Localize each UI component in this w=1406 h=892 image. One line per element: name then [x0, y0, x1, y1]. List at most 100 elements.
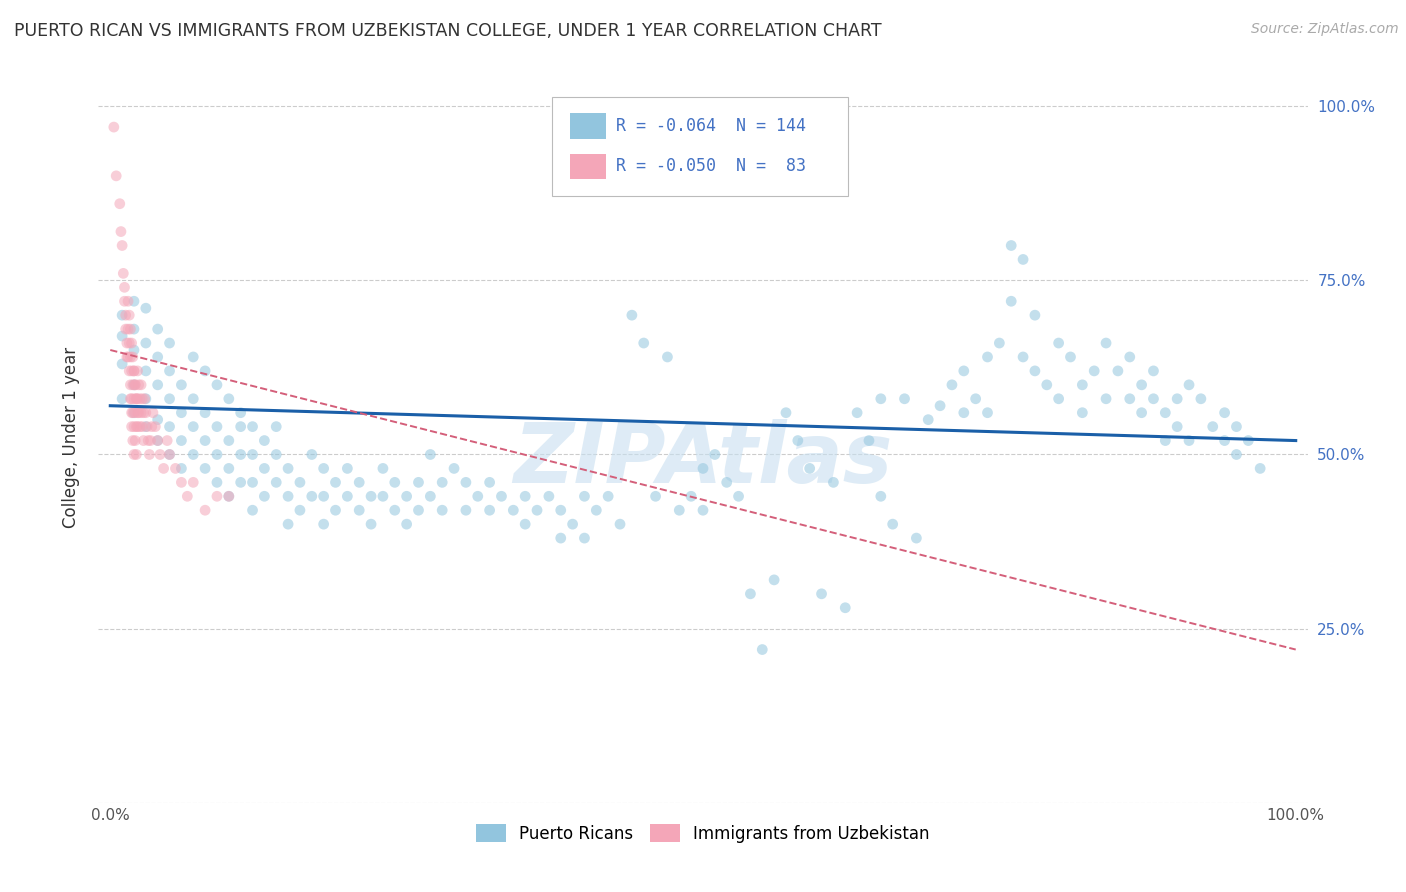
Point	[170, 461, 193, 475]
Point	[122, 448, 145, 462]
Point	[585, 503, 607, 517]
Point	[135, 301, 157, 316]
Point	[121, 406, 143, 420]
Point	[122, 406, 145, 420]
Point	[1166, 419, 1188, 434]
Point	[122, 322, 145, 336]
Point	[347, 503, 370, 517]
Point	[125, 392, 148, 406]
Point	[170, 434, 193, 448]
Point	[122, 419, 145, 434]
Point	[952, 364, 974, 378]
Point	[620, 308, 643, 322]
Point	[132, 406, 155, 420]
Point	[727, 489, 749, 503]
Point	[432, 475, 454, 490]
Point	[1249, 461, 1271, 475]
Point	[1166, 392, 1188, 406]
Point	[408, 475, 430, 490]
Point	[312, 489, 335, 503]
Y-axis label: College, Under 1 year: College, Under 1 year	[62, 346, 80, 528]
Point	[384, 503, 406, 517]
Point	[905, 531, 928, 545]
Point	[786, 434, 808, 448]
Point	[115, 350, 138, 364]
Point	[301, 448, 323, 462]
FancyBboxPatch shape	[551, 97, 848, 195]
Point	[692, 503, 714, 517]
Point	[218, 489, 240, 503]
Point	[121, 377, 143, 392]
Point	[1071, 406, 1094, 420]
Point	[395, 517, 418, 532]
Point	[763, 573, 786, 587]
Point	[644, 489, 666, 503]
Point	[159, 419, 181, 434]
Point	[120, 322, 142, 336]
Point	[478, 503, 501, 517]
Point	[347, 475, 370, 490]
Point	[408, 503, 430, 517]
Point	[371, 489, 394, 503]
Point	[574, 531, 596, 545]
Point	[799, 461, 821, 475]
Point	[952, 406, 974, 420]
Point	[941, 377, 963, 392]
Point	[108, 196, 131, 211]
Point	[135, 419, 157, 434]
Point	[122, 364, 145, 378]
Point	[277, 461, 299, 475]
Point	[117, 322, 139, 336]
Legend: Puerto Ricans, Immigrants from Uzbekistan: Puerto Ricans, Immigrants from Uzbekista…	[470, 818, 936, 849]
Point	[229, 475, 252, 490]
Point	[846, 406, 869, 420]
Point	[550, 503, 572, 517]
Point	[181, 475, 204, 490]
Point	[170, 406, 193, 420]
Point	[114, 322, 136, 336]
Point	[120, 392, 142, 406]
Point	[143, 419, 166, 434]
Point	[395, 489, 418, 503]
Point	[1012, 350, 1035, 364]
Point	[115, 336, 138, 351]
Point	[124, 434, 146, 448]
Point	[122, 377, 145, 392]
Point	[869, 392, 891, 406]
Point	[120, 377, 142, 392]
Point	[129, 406, 152, 420]
Point	[550, 531, 572, 545]
Point	[124, 377, 146, 392]
Point	[1036, 377, 1059, 392]
Point	[703, 448, 725, 462]
Point	[929, 399, 952, 413]
Point	[118, 336, 141, 351]
Point	[205, 377, 228, 392]
Point	[1130, 377, 1153, 392]
Point	[128, 377, 150, 392]
Point	[146, 434, 169, 448]
Point	[1213, 406, 1236, 420]
Point	[1189, 392, 1212, 406]
Point	[194, 406, 217, 420]
Point	[692, 461, 714, 475]
Point	[312, 461, 335, 475]
Point	[114, 308, 136, 322]
Point	[218, 392, 240, 406]
Point	[181, 448, 204, 462]
Point	[1154, 434, 1177, 448]
Point	[205, 489, 228, 503]
Point	[111, 329, 134, 343]
Point	[194, 434, 217, 448]
Point	[131, 419, 153, 434]
Point	[1142, 364, 1164, 378]
Point	[111, 238, 134, 252]
Point	[491, 489, 513, 503]
Point	[159, 448, 181, 462]
Point	[181, 350, 204, 364]
Point	[194, 461, 217, 475]
Point	[1047, 336, 1070, 351]
Point	[139, 434, 162, 448]
Point	[1024, 308, 1046, 322]
Point	[159, 336, 181, 351]
